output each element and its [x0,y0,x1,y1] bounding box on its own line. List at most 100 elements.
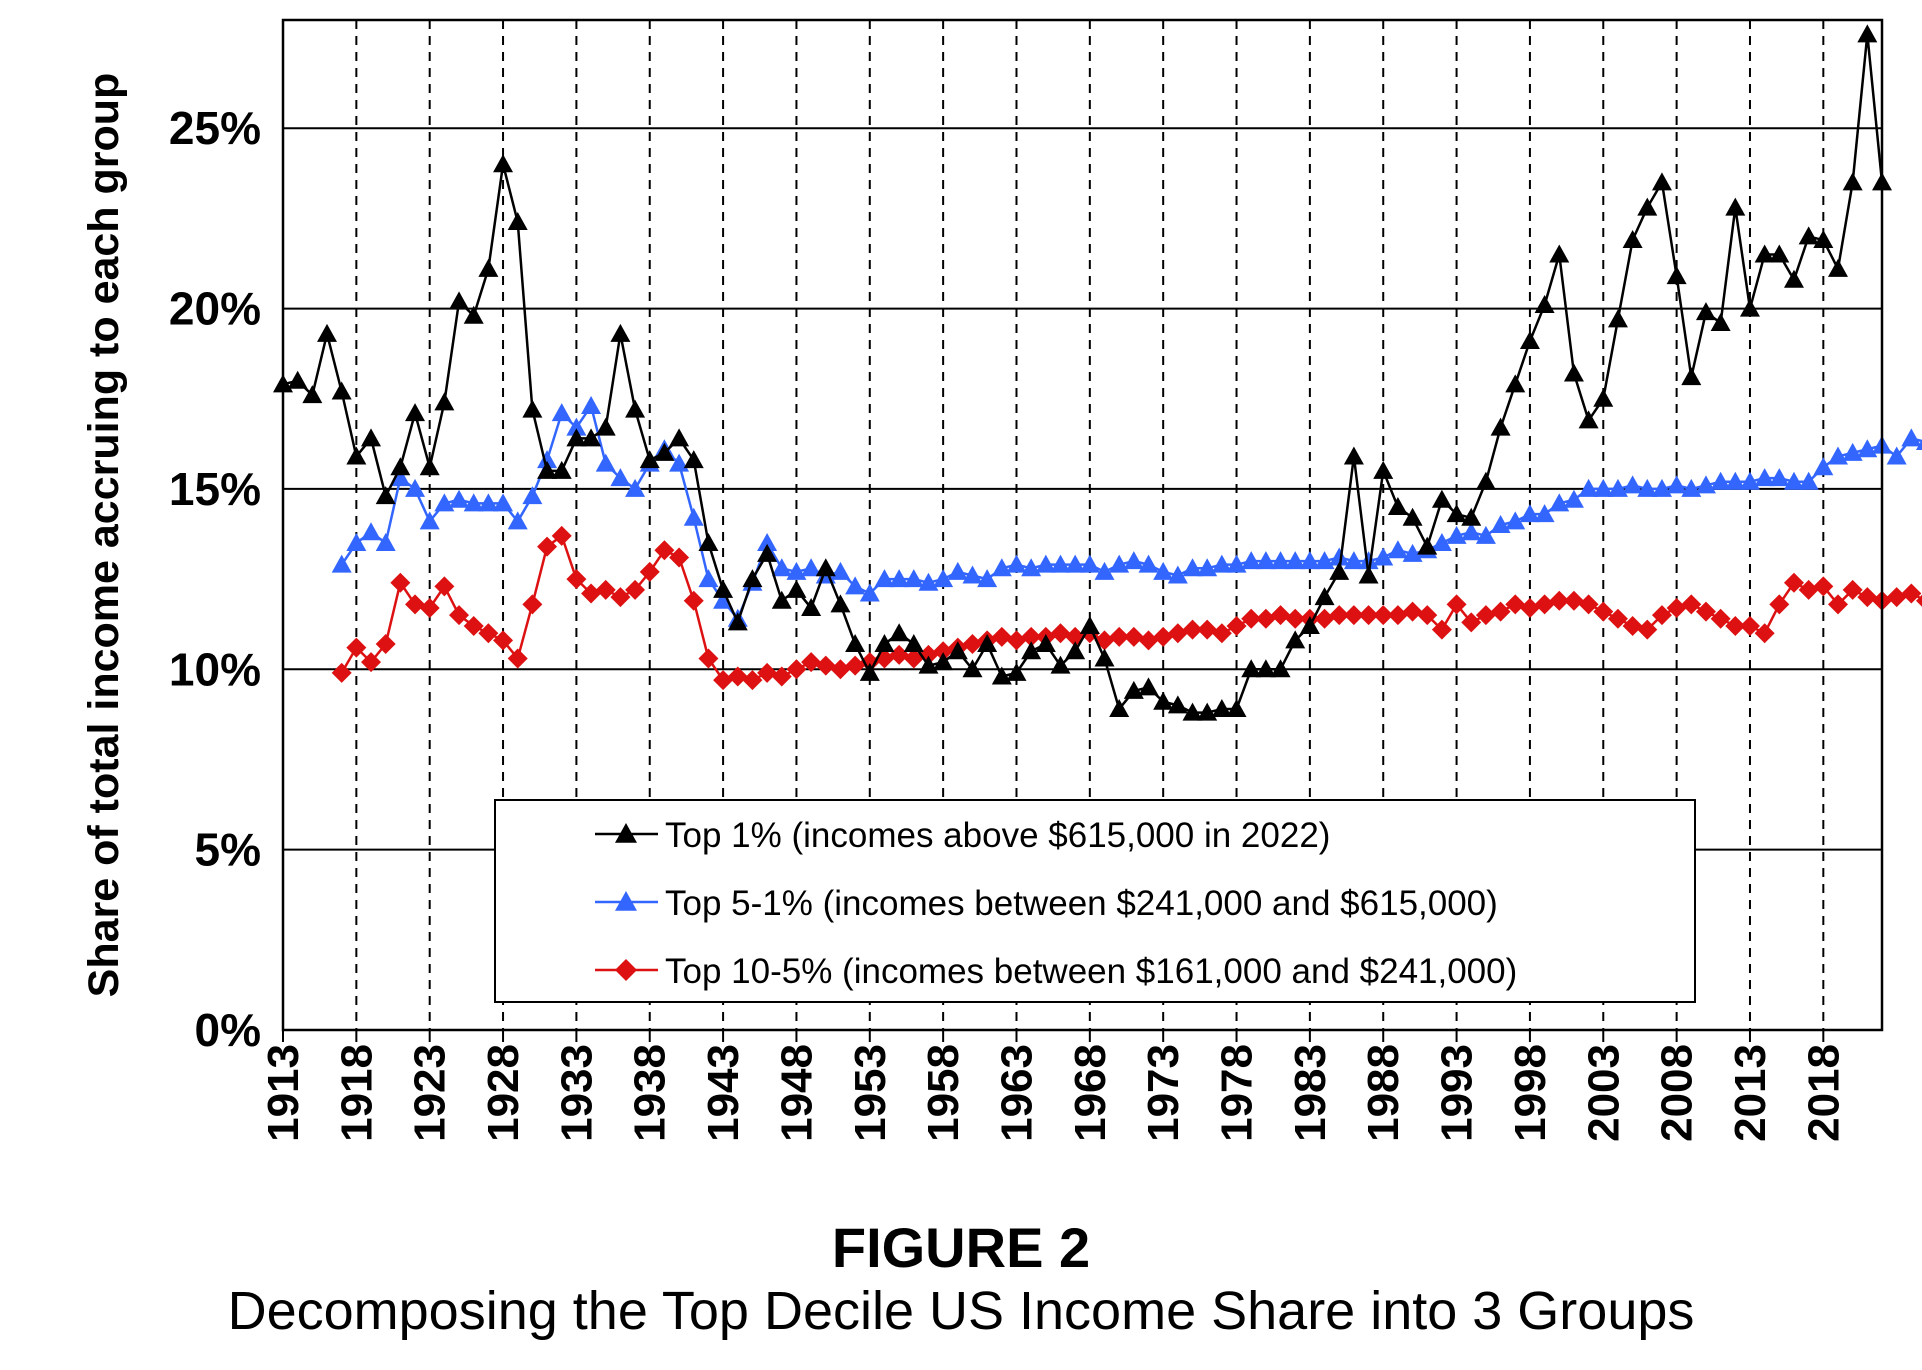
data-point [537,460,558,479]
legend-label: Top 5-1% (incomes between $241,000 and $… [665,884,1498,923]
data-point [1607,478,1628,497]
data-point [1651,605,1672,626]
data-point [1666,597,1687,618]
data-point [1695,302,1716,321]
data-point [625,478,646,497]
data-point [1373,605,1394,626]
data-point [801,597,822,616]
data-point [1226,554,1247,573]
data-point [786,561,807,580]
data-point [889,644,910,665]
data-point [1021,641,1042,660]
data-point [1167,623,1188,644]
data-point [830,659,851,680]
data-point [669,547,690,568]
data-point [918,655,939,674]
data-point [1578,410,1599,429]
data-point [1461,522,1482,541]
data-point [977,634,998,653]
data-point [1725,616,1746,636]
data-point [1197,702,1218,721]
x-tick-label: 1953 [846,1044,895,1142]
data-point [1475,525,1496,544]
data-point [669,453,690,472]
data-point [493,630,514,651]
data-point [771,590,792,609]
data-point [1490,601,1511,622]
data-point [1211,554,1232,573]
data-point [1417,605,1438,626]
data-point [1563,363,1584,382]
data-point [1285,608,1306,629]
data-point [845,576,866,595]
data-point [1065,554,1086,573]
data-point [815,655,836,676]
data-point [933,652,954,671]
data-point [1578,594,1599,615]
data-point [727,666,748,687]
data-point [1519,597,1540,618]
data-point [1622,230,1643,249]
data-point [1827,258,1848,277]
data-point [1695,475,1716,494]
plot-area-frame [281,18,1884,1032]
data-point [1035,554,1056,573]
data-point [375,634,396,655]
data-point [1637,197,1658,216]
data-point [449,291,470,310]
data-point [1182,619,1203,640]
data-point [757,533,778,552]
data-point [1431,489,1452,508]
grid-lines [283,20,1882,1031]
data-point [1519,504,1540,523]
data-point [1857,439,1878,458]
data-point [1681,594,1702,615]
data-point [595,579,616,600]
data-point [551,525,572,546]
data-point [1270,605,1291,626]
data-point [1387,496,1408,515]
legend-label: Top 10-5% (incomes between $161,000 and … [665,952,1517,991]
data-point [566,417,587,436]
data-point [1255,659,1276,678]
data-point [1285,551,1306,570]
data-point [610,323,631,342]
data-point [1153,691,1174,710]
data-point [419,511,440,530]
data-point [346,533,367,552]
data-point [669,428,690,447]
data-point [331,662,352,683]
x-tick-label: 2003 [1579,1044,1628,1142]
data-point [1725,471,1746,490]
data-point [1343,605,1364,626]
data-point [1446,504,1467,523]
x-tick-label: 1928 [479,1044,528,1142]
data-point [1138,677,1159,696]
data-point [1842,442,1863,461]
data-point [1299,616,1320,634]
x-tick-label: 2018 [1799,1044,1848,1142]
data-point [1607,309,1628,328]
data-point [1563,590,1584,611]
data-point [859,652,880,673]
data-point [933,641,954,662]
data-point [1783,269,1804,288]
data-point [1109,554,1130,573]
data-point [1695,601,1716,622]
data-point [1153,561,1174,580]
series-top-10-5 [331,525,1922,691]
data-point [1710,471,1731,490]
data-point [361,652,382,673]
y-tick-label: 10% [169,643,261,695]
data-point [1666,266,1687,285]
data-point [610,468,631,487]
data-point [1593,478,1614,497]
data-point [1783,572,1804,593]
data-point [1842,172,1863,191]
data-point [1901,428,1922,447]
legend-box [494,799,1696,1003]
data-point [889,623,910,642]
data-point [698,569,719,588]
data-point [962,634,983,655]
data-point [786,579,807,598]
